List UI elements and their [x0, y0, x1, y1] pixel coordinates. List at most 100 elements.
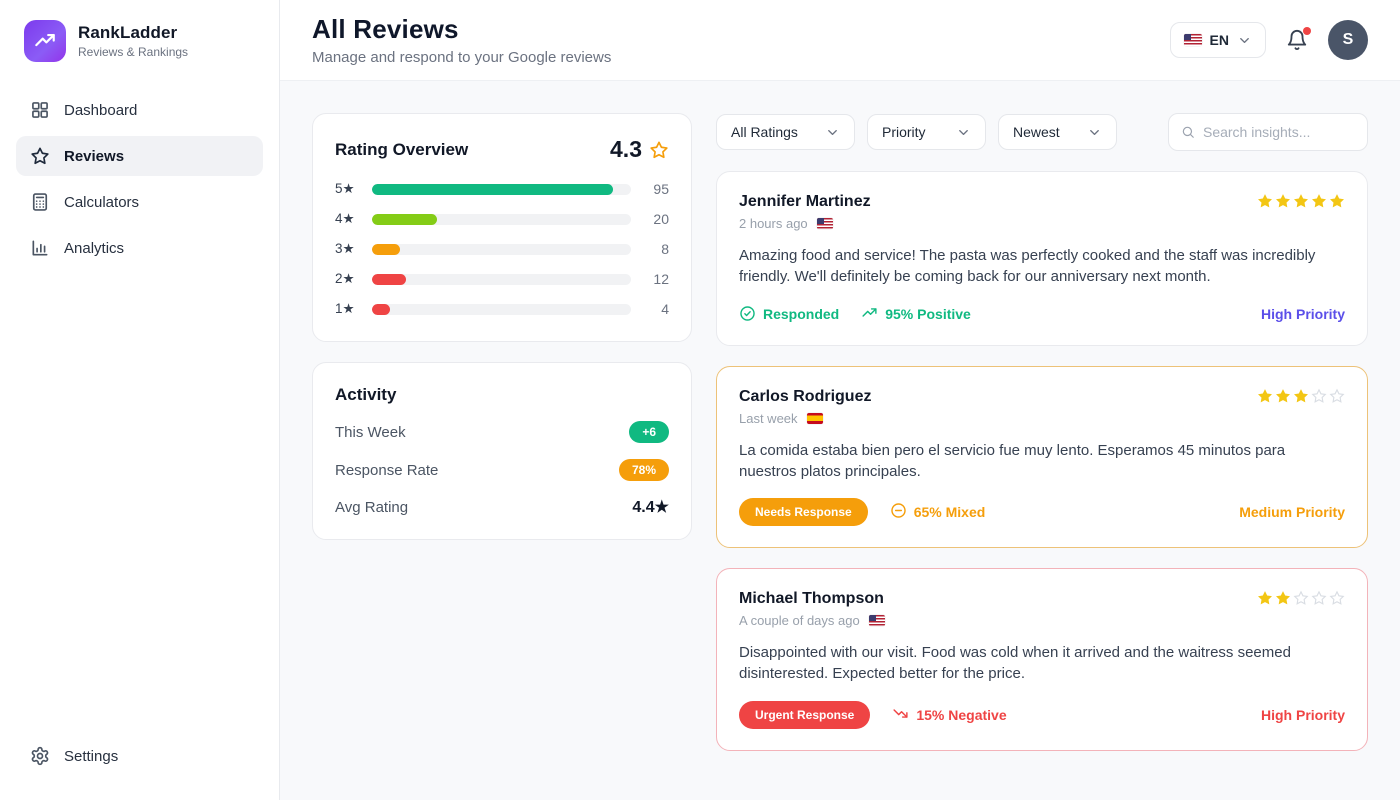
- rating-distribution-row: 3★ 8: [335, 241, 669, 257]
- review-list: Jennifer Martinez 2 hours ago Amazing fo…: [716, 171, 1368, 751]
- brand: RankLadder Reviews & Rankings: [0, 0, 279, 80]
- star-icon: [1257, 388, 1273, 409]
- rating-overview-title: Rating Overview: [335, 139, 469, 159]
- rating-count: 12: [653, 271, 669, 287]
- rating-bar-fill: [372, 213, 437, 225]
- rating-bar-track: [372, 183, 631, 195]
- star-icon: [1275, 193, 1291, 214]
- sentiment-label: 65% Mixed: [913, 504, 986, 521]
- average-rating-value: 4.3: [610, 136, 642, 162]
- star-icon: [1293, 388, 1309, 409]
- activity-value: 78%: [618, 459, 669, 481]
- review-card[interactable]: Michael Thompson A couple of days ago Di…: [716, 568, 1368, 751]
- filter-bar: All Ratings Priority Newest: [716, 113, 1368, 151]
- review-timestamp: Last week: [739, 410, 798, 426]
- star-icon: [1311, 590, 1327, 611]
- sentiment-indicator: 15% Negative: [892, 705, 1007, 725]
- activity-value: 4.4★: [632, 499, 669, 516]
- star-level-label: 1★: [335, 301, 355, 316]
- rating-bar-track: [372, 213, 631, 225]
- star-rating: [1257, 193, 1345, 214]
- rating-distribution: 5★ 95 4★ 20 3★ 8 2★ 12 1★ 4: [335, 181, 669, 317]
- sidebar-item-settings[interactable]: Settings: [16, 736, 263, 776]
- search-icon: [1182, 126, 1194, 138]
- check-circle-icon: [740, 306, 755, 321]
- rating-distribution-row: 4★ 20: [335, 211, 669, 227]
- chevron-down-icon: [1240, 37, 1249, 43]
- search-box[interactable]: [1168, 113, 1368, 151]
- star-rating: [1257, 590, 1345, 611]
- star-level-label: 3★: [335, 241, 355, 256]
- filter-dropdown-priority[interactable]: Priority: [867, 114, 986, 150]
- star-level-label: 2★: [335, 271, 355, 286]
- search-input[interactable]: [1202, 124, 1355, 140]
- trending-up-icon: [35, 33, 55, 47]
- rating-count: 8: [661, 241, 669, 257]
- review-card[interactable]: Jennifer Martinez 2 hours ago Amazing fo…: [716, 171, 1368, 346]
- reviewer-name: Carlos Rodriguez: [739, 387, 872, 405]
- sidebar-item-reviews[interactable]: Reviews: [16, 136, 263, 176]
- sidebar-item-label: Calculators: [64, 193, 140, 211]
- barchart-icon: [30, 238, 50, 258]
- star-icon: [1257, 590, 1273, 611]
- review-timestamp: 2 hours ago: [739, 216, 808, 231]
- activity-label: Response Rate: [335, 461, 439, 479]
- chevron-down-icon: [1090, 129, 1099, 135]
- sidebar-item-label: Reviews: [64, 147, 125, 165]
- star-level-label: 4★: [335, 211, 355, 226]
- dashboard-icon: [30, 100, 50, 120]
- chevron-down-icon: [828, 129, 837, 135]
- bell-icon: [1287, 30, 1307, 51]
- notifications-button[interactable]: [1286, 27, 1311, 51]
- trend-up-icon: [862, 307, 877, 317]
- star-icon: [1311, 193, 1327, 214]
- star-icon: [1329, 590, 1345, 611]
- brand-logo-icon: [24, 20, 66, 62]
- es-flag-icon: [806, 412, 823, 424]
- language-selector[interactable]: EN: [1169, 22, 1266, 58]
- sidebar-item-label: Analytics: [64, 239, 125, 257]
- filter-dropdown-ratings[interactable]: All Ratings: [716, 114, 855, 150]
- rating-count: 4: [661, 301, 669, 317]
- trend-down-icon: [893, 709, 908, 718]
- gear-icon: [30, 746, 50, 766]
- rating-bar-track: [372, 243, 631, 255]
- review-timestamp: A couple of days ago: [739, 613, 860, 629]
- page-subtitle: Manage and respond to your Google review…: [312, 49, 612, 66]
- sidebar-item-calculators[interactable]: Calculators: [16, 182, 263, 222]
- sentiment-indicator: 65% Mixed: [890, 502, 986, 522]
- activity-title: Activity: [335, 385, 397, 404]
- settings-label: Settings: [64, 747, 119, 765]
- rating-count: 95: [653, 181, 669, 197]
- rating-bar-fill: [372, 243, 401, 255]
- sidebar-item-analytics[interactable]: Analytics: [16, 228, 263, 268]
- rating-bar-fill: [372, 183, 613, 195]
- us-flag-icon: [868, 615, 885, 627]
- review-text: Disappointed with our visit. Food was co…: [739, 644, 1291, 683]
- priority-label: High Priority: [1260, 706, 1345, 723]
- activity-row: Avg Rating 4.4★: [335, 497, 669, 517]
- star-icon: [1275, 590, 1291, 611]
- filter-label: All Ratings: [731, 124, 798, 140]
- star-rating: [1257, 388, 1345, 409]
- filter-dropdown-sort[interactable]: Newest: [998, 114, 1117, 150]
- review-text: La comida estaba bien pero el servicio f…: [739, 441, 1286, 480]
- priority-label: High Priority: [1260, 305, 1345, 322]
- page-title: All Reviews: [312, 14, 459, 44]
- review-card[interactable]: Carlos Rodriguez Last week La comida est…: [716, 365, 1368, 549]
- sentiment-indicator: 95% Positive: [861, 304, 971, 324]
- filter-label: Priority: [882, 124, 926, 140]
- user-avatar[interactable]: S: [1328, 20, 1368, 60]
- sidebar: RankLadder Reviews & Rankings Dashboard …: [0, 0, 280, 800]
- activity-rows: This Week +6 Response Rate 78% Avg Ratin…: [335, 421, 669, 517]
- rating-distribution-row: 1★ 4: [335, 301, 669, 317]
- chevron-down-icon: [959, 129, 968, 135]
- status-badge: Responded: [739, 305, 839, 322]
- star-icon: [30, 146, 50, 166]
- star-icon: [1257, 193, 1273, 214]
- language-label: EN: [1209, 32, 1229, 48]
- calculator-icon: [30, 192, 50, 212]
- page-header: All Reviews Manage and respond to your G…: [280, 0, 1400, 81]
- sidebar-item-label: Dashboard: [64, 101, 138, 119]
- sidebar-item-dashboard[interactable]: Dashboard: [16, 90, 263, 130]
